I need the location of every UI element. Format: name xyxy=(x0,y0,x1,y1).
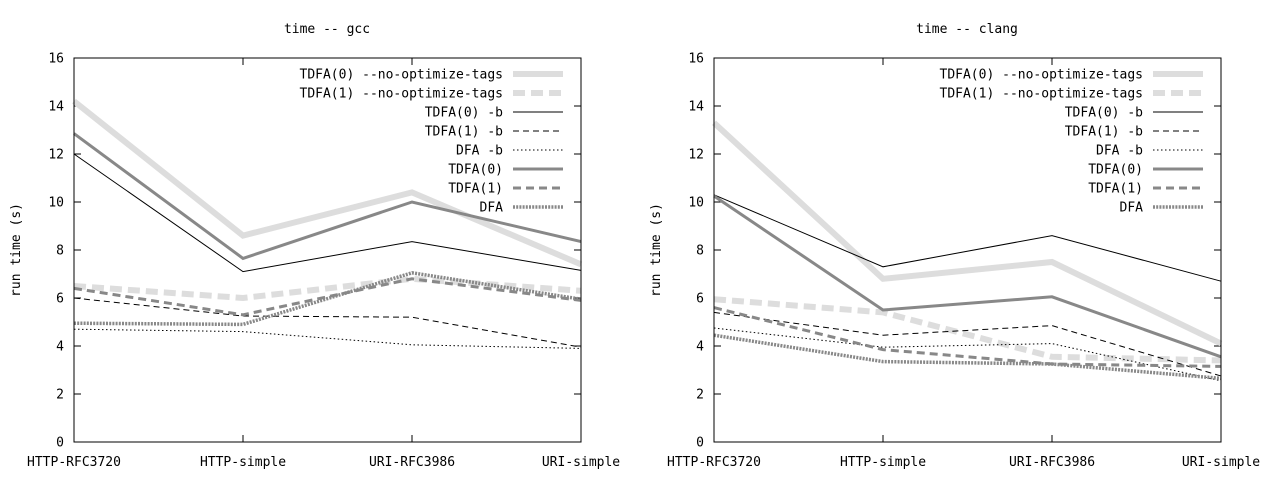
y-tick-label: 2 xyxy=(696,388,704,403)
y-axis-label: run time (s) xyxy=(9,203,24,297)
y-tick-label: 16 xyxy=(688,52,704,67)
x-tick-label: HTTP-simple xyxy=(200,455,286,470)
series-line-3 xyxy=(713,311,1222,377)
series-line-0 xyxy=(711,120,1223,347)
series-line-2 xyxy=(73,153,582,273)
series-line-4 xyxy=(713,327,1222,382)
legend-label: TDFA(1) -b xyxy=(425,125,503,140)
legend-label: DFA xyxy=(480,201,504,216)
x-tick-label: HTTP-RFC3720 xyxy=(27,455,121,470)
y-tick-label: 4 xyxy=(56,340,64,355)
legend-label: TDFA(0) --no-optimize-tags xyxy=(940,68,1144,83)
y-tick-label: 2 xyxy=(56,388,64,403)
legend-label: TDFA(1) --no-optimize-tags xyxy=(940,87,1144,102)
series-line-0 xyxy=(72,98,583,268)
plot-frame xyxy=(713,57,1222,443)
y-tick-label: 16 xyxy=(48,52,64,67)
x-tick-label: URI-RFC3986 xyxy=(369,455,455,470)
y-tick-label: 10 xyxy=(48,196,64,211)
x-tick-label: HTTP-RFC3720 xyxy=(667,455,761,470)
x-tick-label: HTTP-simple xyxy=(840,455,926,470)
y-tick-label: 12 xyxy=(48,148,64,163)
series-line-1 xyxy=(73,275,582,302)
series-line-2 xyxy=(713,194,1222,282)
legend-label: DFA -b xyxy=(456,144,503,159)
series-line-5 xyxy=(73,132,582,261)
y-tick-label: 8 xyxy=(56,244,64,259)
y-tick-label: 14 xyxy=(48,100,64,115)
y-axis-label: run time (s) xyxy=(649,203,664,297)
legend-label: DFA -b xyxy=(1096,144,1143,159)
legend-label: TDFA(0) xyxy=(1088,163,1143,178)
x-tick-label: URI-simple xyxy=(542,455,620,470)
y-tick-label: 8 xyxy=(696,244,704,259)
y-tick-label: 14 xyxy=(688,100,704,115)
y-tick-label: 0 xyxy=(696,436,704,451)
legend-label: TDFA(1) xyxy=(1088,182,1143,197)
legend-label: TDFA(1) xyxy=(448,182,503,197)
series-line-3 xyxy=(73,297,582,348)
chart-panel-0: time -- gcc run time (s) 0 2 4 6 8 10 12 14 16 HTTP… xyxy=(9,22,620,470)
legend-label: TDFA(0) -b xyxy=(425,106,503,121)
legend-label: TDFA(1) --no-optimize-tags xyxy=(300,87,504,102)
chart-title: time -- clang xyxy=(916,22,1018,37)
legend-label: DFA xyxy=(1120,201,1144,216)
series-line-1 xyxy=(713,296,1222,364)
series-line-4 xyxy=(73,328,582,349)
y-tick-label: 6 xyxy=(696,292,704,307)
chart-panel-1: time -- clang run time (s) 0 2 4 6 8 10 12 14 16 HT… xyxy=(649,22,1260,470)
y-tick-label: 12 xyxy=(688,148,704,163)
legend-label: TDFA(0) --no-optimize-tags xyxy=(300,68,504,83)
series-line-6 xyxy=(73,277,582,317)
series-line-7 xyxy=(73,271,582,327)
y-tick-label: 6 xyxy=(56,292,64,307)
legend-label: TDFA(1) -b xyxy=(1065,125,1143,140)
x-tick-label: URI-simple xyxy=(1182,455,1260,470)
x-tick-label: URI-RFC3986 xyxy=(1009,455,1095,470)
legend-label: TDFA(0) -b xyxy=(1065,106,1143,121)
legend-label: TDFA(0) xyxy=(448,163,503,178)
series-line-5 xyxy=(713,194,1222,359)
y-tick-label: 4 xyxy=(696,340,704,355)
y-tick-label: 0 xyxy=(56,436,64,451)
chart-title: time -- gcc xyxy=(284,22,370,37)
y-tick-label: 10 xyxy=(688,196,704,211)
plot-frame xyxy=(73,57,582,443)
